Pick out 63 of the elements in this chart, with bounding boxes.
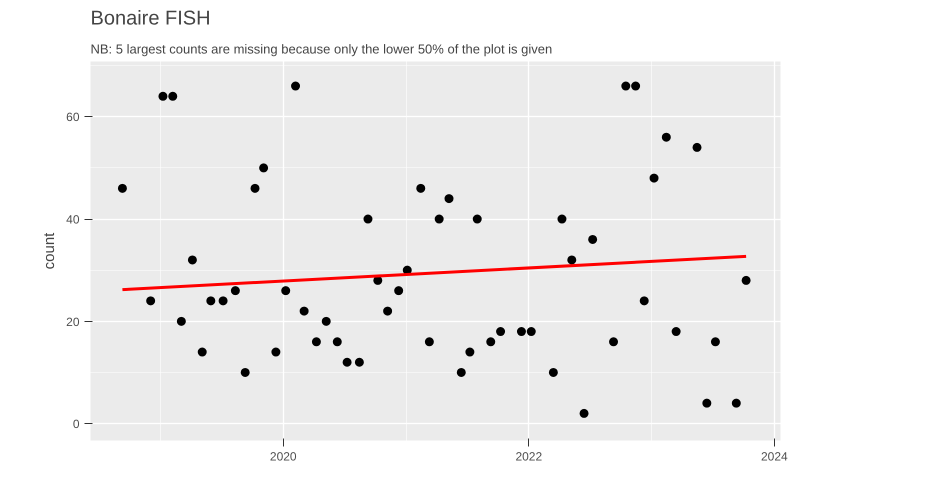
point	[732, 398, 741, 408]
point	[580, 408, 589, 418]
point	[291, 82, 300, 91]
point	[609, 337, 618, 346]
point	[206, 296, 216, 306]
point	[176, 316, 186, 326]
point	[198, 348, 207, 357]
point	[383, 306, 392, 316]
point	[332, 337, 342, 346]
point	[526, 327, 536, 336]
chart-title: Bonaire FISH	[90, 8, 211, 30]
point	[631, 82, 640, 91]
point	[118, 184, 127, 193]
point	[516, 327, 526, 336]
point	[354, 358, 364, 367]
point	[146, 296, 156, 306]
x-tick-label: 2024	[761, 450, 788, 464]
point	[259, 163, 268, 172]
y-tick-label: 0	[72, 417, 80, 432]
point	[742, 276, 751, 285]
point	[300, 306, 309, 316]
y-tick-label: 40	[66, 212, 80, 227]
point	[692, 142, 702, 152]
point	[650, 174, 659, 183]
point	[230, 286, 240, 296]
point	[281, 286, 290, 296]
point	[486, 337, 496, 346]
point	[621, 82, 630, 91]
x-tick-label: 2022	[515, 450, 542, 464]
point	[168, 92, 178, 101]
point	[472, 214, 482, 224]
y-tick-label: 20	[66, 314, 80, 329]
point	[567, 255, 576, 264]
x-tick-label: 2020	[270, 450, 297, 464]
point	[444, 194, 454, 204]
point	[250, 184, 260, 193]
point	[465, 348, 474, 357]
y-tick-label: 60	[66, 110, 80, 124]
point	[240, 368, 250, 377]
point	[702, 398, 712, 408]
y-axis-title: count	[41, 232, 58, 270]
point	[662, 132, 671, 142]
point	[158, 92, 168, 101]
point	[271, 348, 280, 357]
point	[456, 368, 466, 377]
point	[588, 235, 598, 244]
point	[218, 296, 228, 306]
point	[640, 296, 649, 306]
point	[363, 214, 372, 224]
point	[434, 214, 444, 224]
point	[710, 337, 720, 346]
chart-subtitle: NB: 5 largest counts are missing because only the lower 50% of the plot is given	[90, 42, 552, 56]
point	[557, 214, 566, 224]
point	[394, 286, 404, 296]
point	[672, 327, 681, 336]
point	[548, 368, 558, 377]
point	[496, 327, 506, 336]
point	[342, 358, 352, 367]
point	[322, 316, 331, 326]
point	[416, 184, 426, 193]
point	[188, 255, 197, 264]
point	[424, 337, 434, 346]
point	[312, 337, 321, 346]
